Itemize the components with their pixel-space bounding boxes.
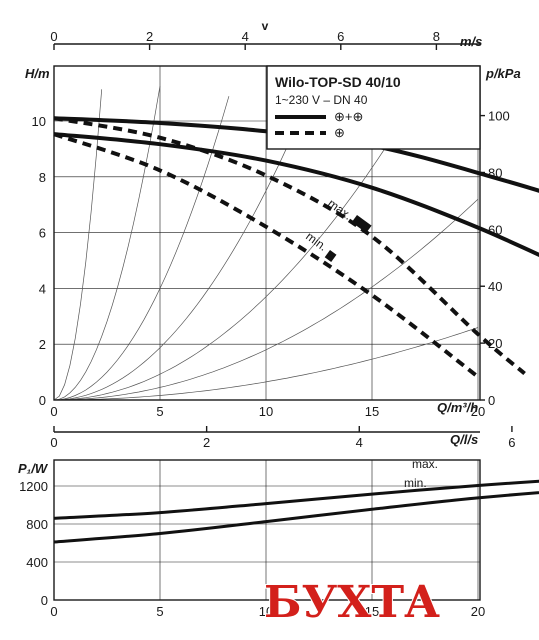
legend-dashed-label: ⊕: [334, 125, 345, 140]
pressure-axis-label: p/kPa: [485, 66, 521, 81]
power-x-tick-label: 10: [259, 604, 273, 619]
velocity-tick-label: 2: [146, 29, 153, 44]
legend-solid-label: ⊕+⊕: [334, 109, 363, 124]
velocity-tick-label: 0: [50, 29, 57, 44]
power-x-tick-label: 0: [50, 604, 57, 619]
y2-tick-label: 100: [488, 109, 510, 124]
pump-curve-dashed-2: [53, 116, 526, 376]
power-chart-ticks: 0 5 10 15 20 0 400 800 1200: [19, 479, 485, 619]
flow-ls-tick-label: 0: [50, 435, 57, 450]
x-tick-label: 15: [365, 404, 379, 419]
max-marker: [351, 215, 372, 233]
power-y-tick-label: 400: [26, 555, 48, 570]
power-label-max: max.: [412, 457, 438, 471]
chart-title: Wilo-TOP-SD 40/10: [275, 74, 401, 90]
power-y-tick-label: 1200: [19, 479, 48, 494]
y-tick-label: 2: [39, 337, 46, 352]
y-tick-label: 10: [32, 114, 46, 129]
velocity-tick-label: 4: [242, 29, 249, 44]
flow-ls-tick-label: 6: [508, 435, 515, 450]
pump-curve-solid-0: [53, 116, 539, 193]
flow-axis-label: Q/m³/h: [437, 400, 478, 415]
power-curve-0: [53, 479, 539, 520]
y-tick-label: 6: [39, 226, 46, 241]
flow-ls-axis-label: Q/l/s: [450, 432, 478, 447]
power-axis-label: P₁/W: [18, 461, 49, 476]
legend: Wilo-TOP-SD 40/10 1~230 V – DN 40 ⊕+⊕ ⊕: [266, 65, 481, 150]
power-curves: [53, 479, 539, 544]
velocity-tick-label: 8: [433, 29, 440, 44]
y-tick-label: 0: [39, 393, 46, 408]
y-tick-label: 4: [39, 281, 46, 296]
watermark-text: БУХТА: [264, 577, 440, 628]
power-x-tick-label: 5: [156, 604, 163, 619]
power-y-tick-label: 800: [26, 517, 48, 532]
power-curve-1: [53, 491, 539, 544]
power-y-tick-label: 0: [41, 593, 48, 608]
legend-box: [266, 65, 481, 150]
system-curve: [53, 86, 161, 401]
x-tick-label: 5: [156, 404, 163, 419]
velocity-axis-symbol: v: [262, 19, 269, 33]
x-tick-label: 20: [471, 404, 485, 419]
pump-curve-dashed-3: [53, 132, 480, 379]
pump-curve-solid-1: [53, 132, 539, 258]
system-curve: [53, 92, 421, 401]
power-chart: 0 5 10 15 20 0 400 800 1200 P₁/W max. min.: [18, 457, 539, 619]
velocity-tick-label: 6: [337, 29, 344, 44]
power-chart-frame: [53, 459, 481, 601]
pump-curves: [53, 116, 539, 379]
y2-tick-label: 0: [488, 393, 495, 408]
system-curve: [54, 327, 479, 401]
power-x-tick-label: 20: [471, 604, 485, 619]
x-tick-label: 0: [50, 404, 57, 419]
x-tick-label: 10: [259, 404, 273, 419]
system-curve: [53, 89, 103, 401]
flow-ls-tick-label: 2: [203, 435, 210, 450]
system-curve: [53, 85, 315, 401]
power-chart-grid: [54, 460, 480, 600]
power-x-tick-label: 15: [365, 604, 379, 619]
y2-tick-label: 40: [488, 279, 502, 294]
flow-ls-tick-label: 4: [356, 435, 363, 450]
system-curves: [53, 85, 479, 401]
y2-tick-label: 20: [488, 336, 502, 351]
top-chart: 05101520253035024681002040608010002468 v…: [25, 19, 539, 419]
chart-subtitle: 1~230 V – DN 40: [275, 93, 368, 107]
min-marker: [324, 250, 337, 262]
y-tick-label: 8: [39, 170, 46, 185]
power-label-min: min.: [404, 476, 427, 490]
system-curve: [54, 198, 479, 401]
head-axis-label: H/m: [25, 66, 50, 81]
velocity-axis-unit: m/s: [460, 34, 482, 49]
watermark-logo: БУХТА: [263, 576, 441, 629]
